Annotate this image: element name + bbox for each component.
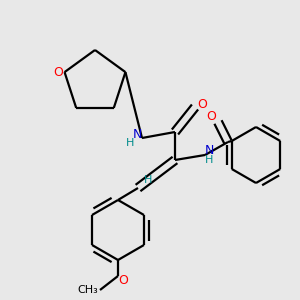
Text: O: O: [197, 98, 207, 110]
Text: N: N: [132, 128, 142, 142]
Text: H: H: [144, 175, 152, 185]
Text: O: O: [206, 110, 216, 122]
Text: O: O: [54, 66, 64, 79]
Text: H: H: [205, 155, 213, 165]
Text: O: O: [118, 274, 128, 286]
Text: CH₃: CH₃: [78, 285, 98, 295]
Text: N: N: [204, 145, 214, 158]
Text: H: H: [126, 138, 134, 148]
